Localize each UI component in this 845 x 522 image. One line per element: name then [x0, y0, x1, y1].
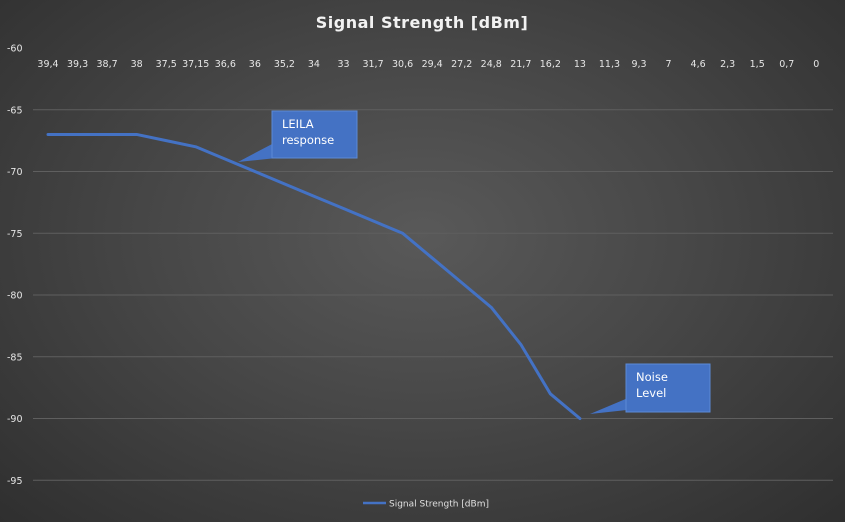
x-tick-label: 38 [131, 59, 143, 70]
x-tick-label: 37,15 [182, 59, 209, 70]
x-tick-label: 0 [813, 59, 819, 70]
y-axis-ticks: -60 -65 -70 -75 -80 -85 -90 -95 [7, 44, 23, 487]
callout-pointer [590, 398, 636, 414]
series-line [46, 132, 582, 420]
y-tick-label: -85 [7, 352, 23, 363]
x-tick-label: 16,2 [540, 59, 561, 70]
callout-noise: Noise Level [590, 363, 711, 414]
x-tick-label: 11,3 [599, 59, 620, 70]
x-tick-label: 33 [337, 59, 349, 70]
x-tick-label: 36 [249, 59, 261, 70]
callout-leila: LEILA response [238, 110, 358, 162]
callout-text: Noise [636, 370, 668, 384]
x-tick-label: 27,2 [451, 59, 472, 70]
x-axis-ticks: 39,4 39,3 38,7 38 37,5 37,15 36,6 36 35,2 34 33 31,… [37, 59, 819, 70]
x-tick-label: 39,3 [67, 59, 88, 70]
x-tick-label: 13 [574, 59, 586, 70]
chart-title: Signal Strength [dBm] [316, 13, 529, 32]
x-tick-label: 2,3 [720, 59, 735, 70]
x-tick-label: 7 [666, 59, 672, 70]
y-tick-label: -65 [7, 105, 23, 116]
x-tick-label: 37,5 [156, 59, 177, 70]
y-tick-label: -95 [7, 476, 23, 487]
x-tick-label: 31,7 [362, 59, 383, 70]
callout-box [625, 363, 711, 413]
x-tick-label: 4,6 [691, 59, 706, 70]
y-tick-label: -70 [7, 167, 23, 178]
x-tick-label: 0,7 [779, 59, 794, 70]
x-tick-label: 24,8 [481, 59, 502, 70]
x-tick-label: 30,6 [392, 59, 413, 70]
y-tick-label: -80 [7, 291, 23, 302]
y-tick-label: -75 [7, 229, 23, 240]
series-lines [46, 132, 582, 420]
x-tick-label: 29,4 [422, 59, 443, 70]
x-tick-label: 1,5 [750, 59, 765, 70]
y-tick-label: -60 [7, 44, 23, 55]
x-tick-label: 38,7 [97, 59, 118, 70]
callout-text: response [282, 133, 334, 147]
callout-text: LEILA [282, 117, 314, 131]
legend[interactable]: Signal Strength [dBm] [363, 500, 489, 510]
x-tick-label: 35,2 [274, 59, 295, 70]
x-tick-label: 9,3 [631, 59, 646, 70]
x-tick-label: 34 [308, 59, 320, 70]
callouts: LEILA response Noise Level [238, 110, 711, 414]
x-tick-label: 21,7 [510, 59, 531, 70]
x-tick-label: 36,6 [215, 59, 236, 70]
callout-box [271, 110, 358, 159]
x-tick-label: 39,4 [37, 59, 58, 70]
gridlines [33, 109, 833, 481]
callout-text: Level [636, 386, 666, 400]
y-tick-label: -90 [7, 414, 23, 425]
legend-label: Signal Strength [dBm] [389, 500, 489, 510]
